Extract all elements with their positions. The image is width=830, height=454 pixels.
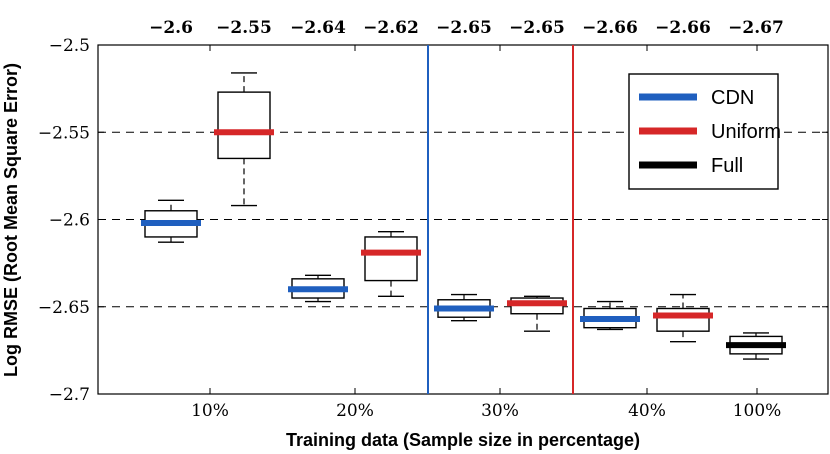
top-median-label: −2.65 <box>509 18 565 38</box>
y-axis-label: Log RMSE (Root Mean Square Error) <box>1 63 21 377</box>
x-tick-label: 20% <box>336 401 374 421</box>
y-tick-label: −2.65 <box>38 298 90 318</box>
legend-label: Full <box>711 155 743 177</box>
top-median-label: −2.55 <box>216 18 272 38</box>
box-iqr <box>656 307 710 332</box>
y-tick-label: −2.55 <box>38 123 90 143</box>
y-tick-label: −2.5 <box>49 36 90 56</box>
box-iqr <box>364 236 418 282</box>
y-tick-label: −2.6 <box>49 211 90 231</box>
x-tick-label: 30% <box>481 401 519 421</box>
top-median-label: −2.62 <box>363 18 419 38</box>
top-median-label: −2.66 <box>655 18 711 38</box>
top-median-label: −2.66 <box>582 18 638 38</box>
top-median-label: −2.6 <box>149 18 193 38</box>
x-tick-label: 10% <box>191 401 229 421</box>
x-axis-label: Training data (Sample size in percentage… <box>286 430 640 450</box>
top-median-label: −2.64 <box>290 18 346 38</box>
top-median-label: −2.65 <box>436 18 492 38</box>
x-tick-label: 100% <box>733 401 782 421</box>
top-median-label: −2.67 <box>728 18 784 38</box>
legend-label: CDN <box>711 87 754 109</box>
y-tick-label: −2.7 <box>49 385 90 405</box>
box-iqr <box>217 91 271 160</box>
legend-label: Uniform <box>711 121 781 143</box>
x-tick-label: 40% <box>628 401 666 421</box>
